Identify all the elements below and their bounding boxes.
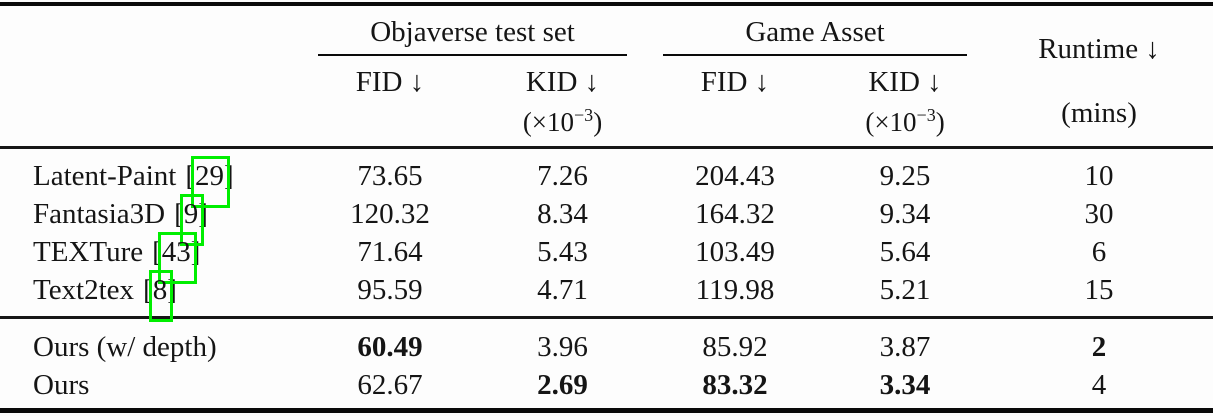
cell-game-kid: 3.34 [879, 369, 931, 401]
cell-obj-kid: 2.69 [537, 369, 588, 401]
column-header-obj-fid: FID ↓ [300, 56, 480, 146]
cell-obj-kid: 8.34 [537, 198, 588, 230]
table-row-ours-depth: Ours (w/ depth) 60.49 3.96 85.92 3.87 2 [0, 328, 1213, 366]
bracket-close: ] [198, 198, 208, 230]
game-kid-scale-pre: (×10 [865, 107, 917, 137]
cell-obj-kid: 7.26 [537, 160, 588, 192]
method-name: Fantasia3D [33, 198, 166, 230]
ours-methods-rows: Ours (w/ depth) 60.49 3.96 85.92 3.87 2 … [0, 328, 1213, 404]
cell-runtime: 10 [1084, 160, 1114, 192]
toprule [0, 2, 1213, 6]
citation-link[interactable]: [9] [174, 194, 208, 246]
cell-obj-kid: 5.43 [537, 236, 588, 268]
cell-obj-fid: 60.49 [357, 331, 423, 363]
cell-obj-fid: 71.64 [357, 236, 423, 268]
cell-game-fid: 164.32 [695, 198, 775, 230]
corner-empty-cell [0, 6, 300, 56]
game-kid-label: KID ↓ [868, 66, 942, 98]
obj-kid-scale-pre: (×10 [522, 107, 575, 137]
cell-obj-kid: 3.96 [537, 331, 588, 363]
cell-obj-fid: 95.59 [357, 274, 423, 306]
header-midrule [0, 146, 1213, 149]
table-row-latent-paint: Latent-Paint[29] 73.65 7.26 204.43 9.25 … [0, 156, 1213, 208]
cell-obj-fid: 73.65 [357, 160, 423, 192]
group-header-game-asset-label: Game Asset [745, 16, 885, 48]
section-midrule [0, 316, 1213, 319]
cell-game-fid: 119.98 [695, 274, 775, 306]
cell-obj-fid: 62.67 [357, 369, 423, 401]
game-kid-scale-exp: −3 [916, 105, 936, 125]
cell-obj-fid: 120.32 [350, 198, 430, 230]
method-label: Fantasia3D[9] [0, 194, 300, 246]
method-label: TEXTure[43] [0, 232, 300, 284]
bracket-close: ] [224, 160, 234, 192]
game-kid-scale: (×10−3) [825, 99, 985, 138]
citation-link[interactable]: [29] [185, 156, 234, 208]
cell-game-kid: 5.21 [879, 274, 931, 306]
table-header: Objaverse test set Game Asset Runtime ↓ … [0, 6, 1213, 146]
group-header-objaverse: Objaverse test set [300, 6, 645, 56]
method-label: Ours (w/ depth) [33, 331, 217, 363]
column-header-runtime: Runtime ↓ (mins) [985, 6, 1213, 146]
obj-kid-scale-post: ) [593, 107, 603, 137]
obj-fid-label: FID ↓ [355, 66, 425, 98]
game-fid-label: FID ↓ [700, 66, 770, 98]
table-row-ours: Ours 62.67 2.69 83.32 3.34 4 [0, 366, 1213, 404]
method-label: Ours [33, 369, 90, 401]
column-header-obj-kid: KID ↓ (×10−3) [480, 56, 645, 146]
table-row-fantasia3d: Fantasia3D[9] 120.32 8.34 164.32 9.34 30 [0, 194, 1213, 246]
citation-number: 43 [161, 236, 191, 268]
bracket-close: ] [190, 236, 201, 268]
cell-runtime: 15 [1084, 274, 1114, 306]
cmidrule-objaverse [318, 54, 628, 56]
citation-link[interactable]: [8] [143, 270, 177, 322]
cell-game-kid: 9.25 [879, 160, 931, 192]
bracket-open: [ [152, 236, 162, 268]
obj-kid-scale-exp: −3 [574, 105, 594, 125]
bracket-open: [ [174, 198, 184, 230]
bracket-open: [ [143, 274, 153, 306]
group-header-objaverse-label: Objaverse test set [370, 16, 575, 48]
table-row-text2tex: Text2tex[8] 95.59 4.71 119.98 5.21 15 [0, 270, 1213, 322]
citation-number: 29 [195, 160, 225, 192]
bottomrule [0, 408, 1213, 413]
cell-runtime: 30 [1084, 198, 1114, 230]
table-row-texture: TEXTure[43] 71.64 5.43 103.49 5.64 6 [0, 232, 1213, 284]
method-column-empty-header [0, 56, 300, 146]
cell-game-fid: 103.49 [695, 236, 775, 268]
cell-game-fid: 83.32 [702, 369, 768, 401]
cell-game-kid: 9.34 [879, 198, 931, 230]
cell-game-fid: 85.92 [702, 331, 768, 363]
cmidrule-game-asset [663, 54, 968, 56]
method-label: Latent-Paint[29] [0, 156, 300, 208]
cell-runtime: 6 [1091, 236, 1107, 268]
column-header-game-fid: FID ↓ [645, 56, 825, 146]
game-kid-scale-post: ) [935, 107, 945, 137]
citation-link[interactable]: [43] [152, 232, 201, 284]
method-name: TEXTure [33, 236, 144, 268]
obj-kid-scale: (×10−3) [480, 99, 645, 138]
cell-runtime: 2 [1091, 331, 1107, 363]
method-label: Text2tex[8] [0, 270, 300, 322]
runtime-header-label: Runtime ↓ [1038, 33, 1160, 65]
method-name: Latent-Paint [33, 160, 177, 192]
baseline-methods-rows: Latent-Paint[29] 73.65 7.26 204.43 9.25 … [0, 156, 1213, 322]
cell-obj-kid: 4.71 [537, 274, 588, 306]
column-header-game-kid: KID ↓ (×10−3) [825, 56, 985, 146]
runtime-unit-label: (mins) [1061, 97, 1137, 129]
cell-game-kid: 3.87 [879, 331, 931, 363]
bracket-open: [ [185, 160, 196, 192]
group-header-game-asset: Game Asset [645, 6, 985, 56]
citation-number: 8 [152, 274, 168, 306]
bracket-close: ] [167, 274, 177, 306]
obj-kid-label: KID ↓ [525, 66, 600, 98]
cell-game-fid: 204.43 [695, 160, 775, 192]
citation-number: 9 [183, 198, 199, 230]
cell-runtime: 4 [1091, 369, 1107, 401]
cell-game-kid: 5.64 [879, 236, 931, 268]
method-name: Text2tex [33, 274, 135, 306]
